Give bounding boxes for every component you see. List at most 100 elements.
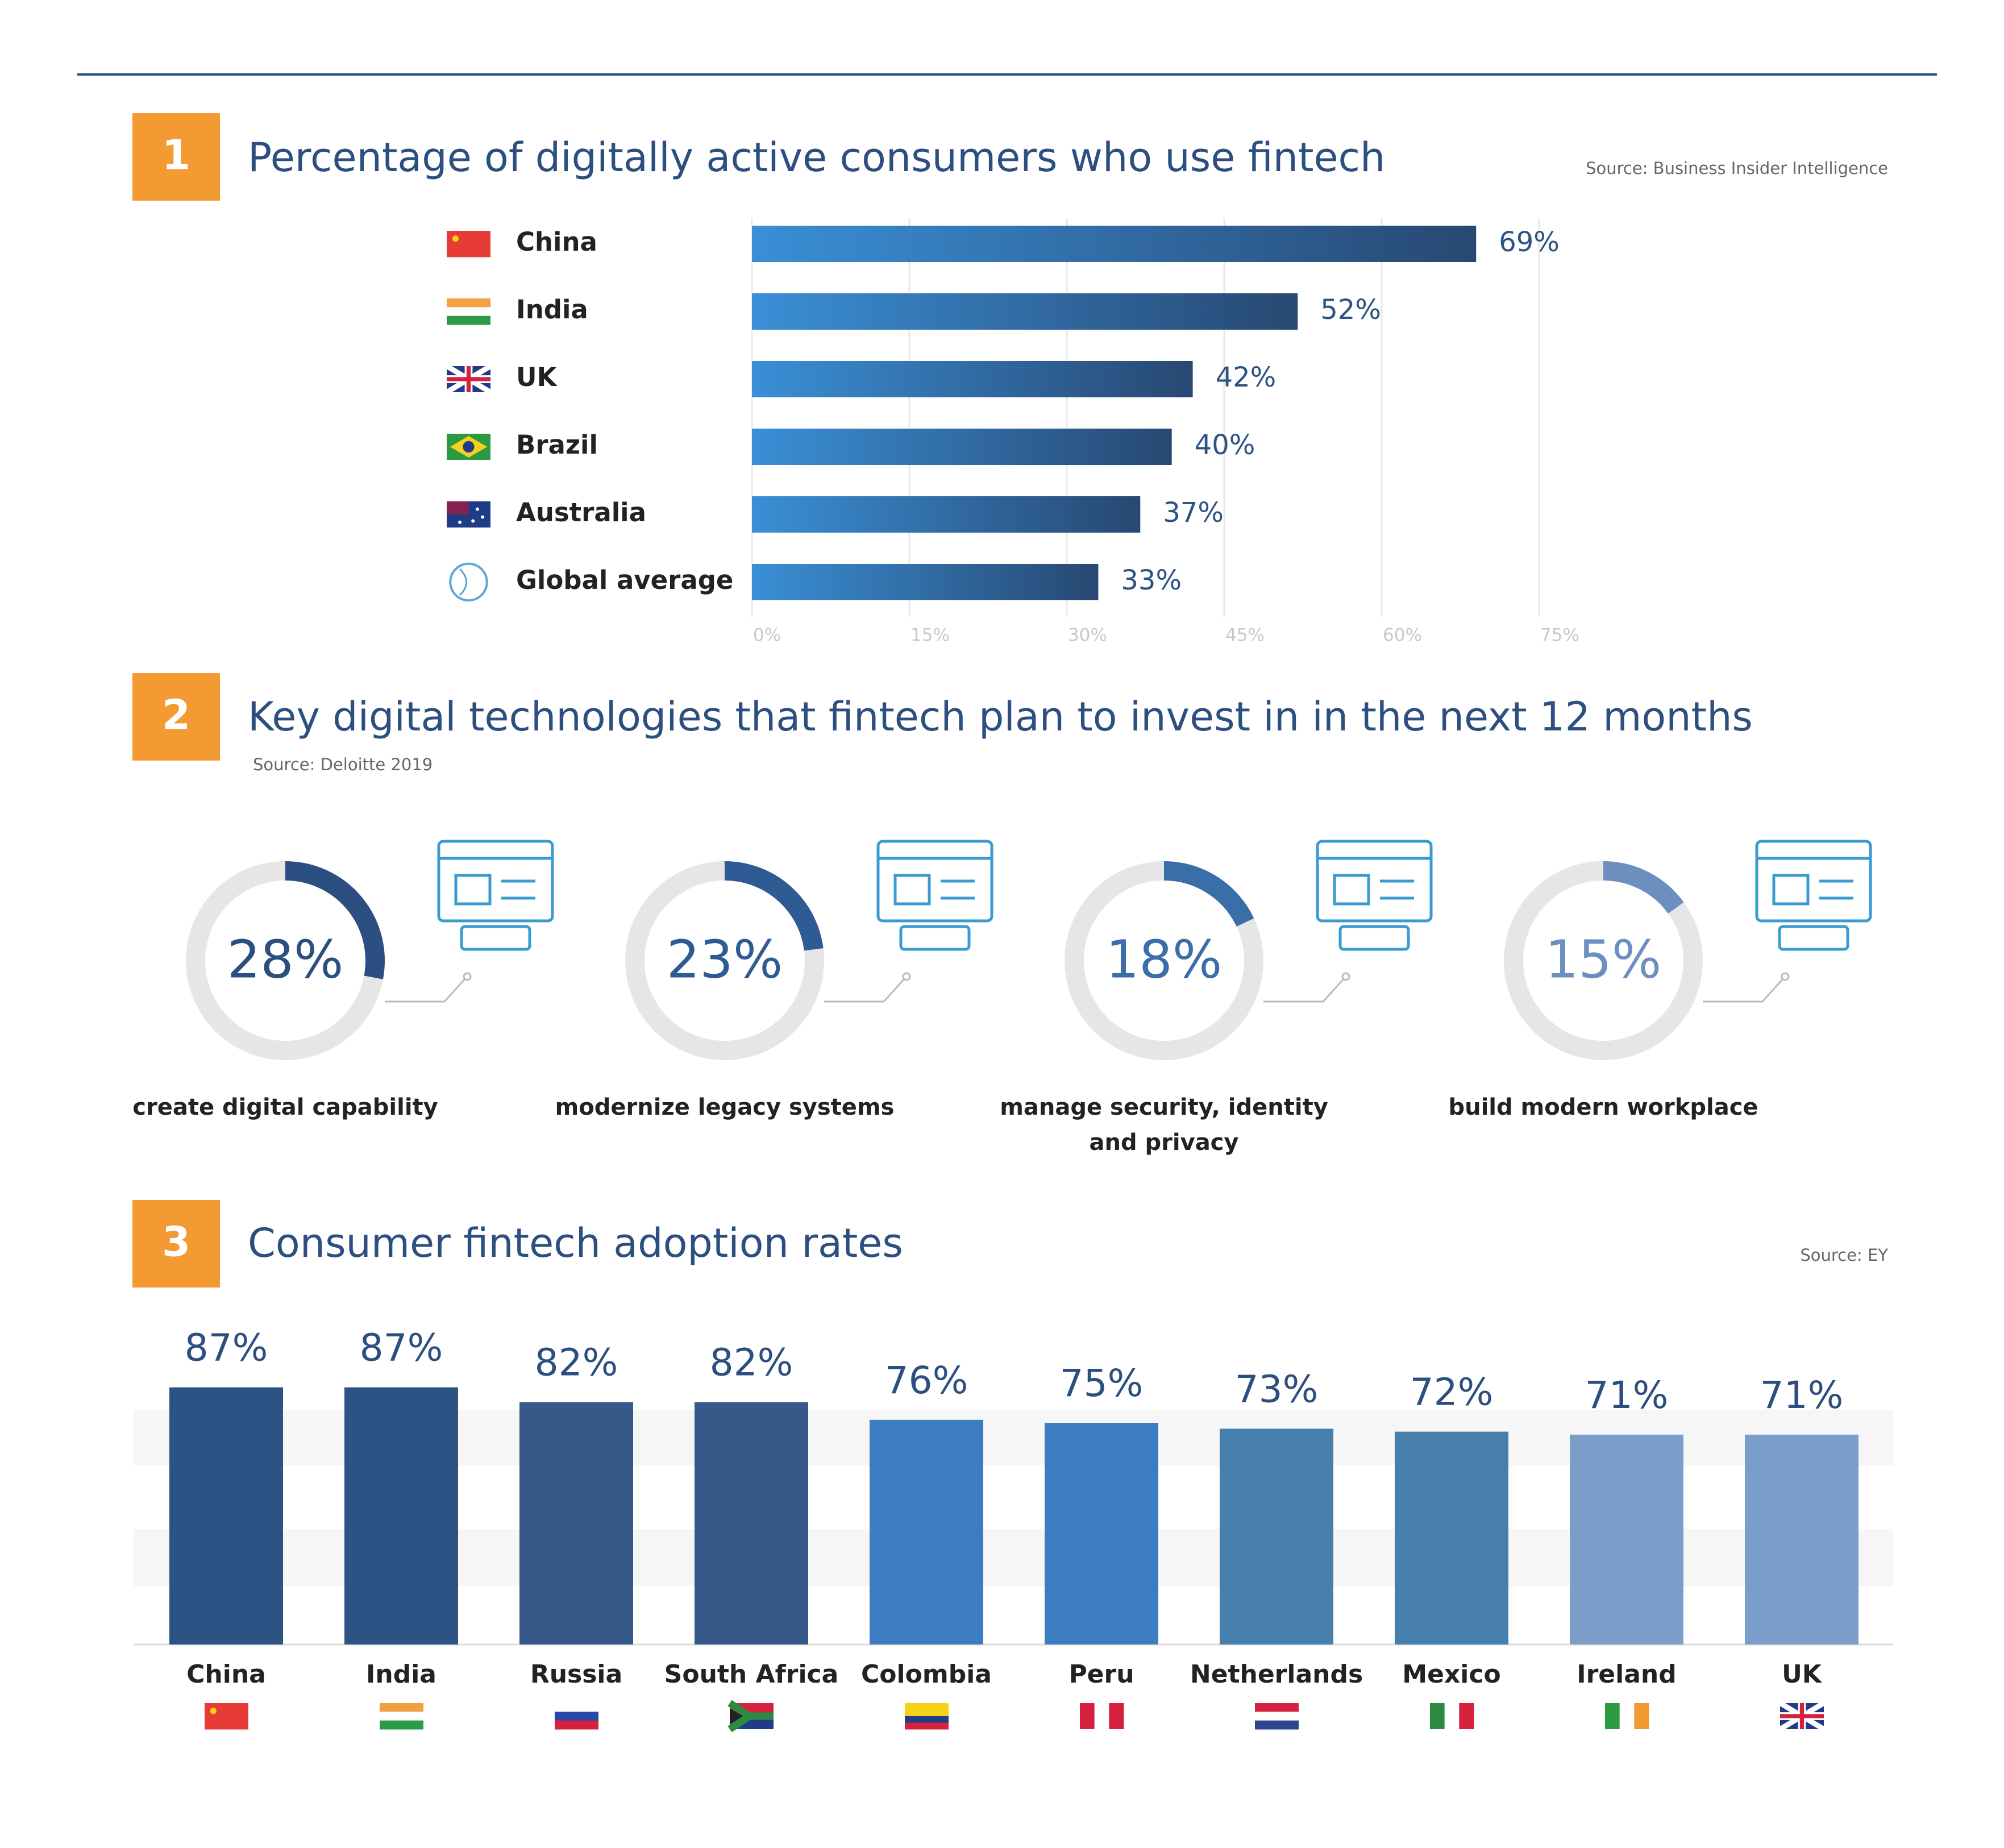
connector-dot <box>1781 972 1790 981</box>
category-label: Mexico <box>1402 1660 1500 1689</box>
value-label: 28% <box>227 929 343 990</box>
category-label: Netherlands <box>1190 1660 1363 1689</box>
flag-part <box>463 441 475 453</box>
flag-part <box>447 366 490 392</box>
value-label: 71% <box>1585 1373 1669 1417</box>
flag-part <box>905 1709 949 1717</box>
flag <box>447 501 490 528</box>
category-label: India <box>516 294 588 325</box>
icon-part <box>1316 840 1433 923</box>
category-label: Ireland <box>1577 1660 1677 1689</box>
icon-part <box>1338 925 1410 951</box>
flag <box>1430 1703 1474 1729</box>
flag-part <box>452 235 459 242</box>
category-label: Colombia <box>861 1660 992 1689</box>
flag <box>1778 1701 1826 1731</box>
donut-arc <box>285 861 385 979</box>
icon-part <box>899 925 971 951</box>
flag-part <box>458 520 462 524</box>
icon <box>1755 840 1872 951</box>
category-label: Peru <box>1068 1660 1134 1689</box>
bar <box>1745 1434 1859 1644</box>
connector-dot <box>1341 972 1350 981</box>
flag-part <box>1255 1712 1299 1721</box>
icon-part <box>876 840 993 923</box>
donut-arc <box>1163 861 1254 927</box>
connector <box>385 977 467 1003</box>
category-label: Australia <box>516 497 646 528</box>
category-label: Russia <box>530 1660 622 1689</box>
icon-part <box>1778 925 1849 951</box>
value-label: 37% <box>1163 497 1224 529</box>
flag <box>727 1700 774 1733</box>
x-tick-label: 60% <box>1383 625 1422 646</box>
badge <box>132 673 220 761</box>
flag <box>1255 1703 1299 1730</box>
icon-part <box>437 840 554 923</box>
category-label: India <box>366 1660 436 1689</box>
value-label: 76% <box>885 1359 968 1402</box>
section-number: 3 <box>162 1218 190 1266</box>
value-label: 33% <box>1121 564 1182 596</box>
bar <box>752 564 1099 600</box>
category-label: China <box>516 227 597 257</box>
flag-part <box>380 1712 423 1721</box>
value-label: 87% <box>185 1326 268 1370</box>
value-label: 40% <box>1195 429 1255 461</box>
bar <box>1220 1428 1333 1644</box>
bar <box>1395 1431 1508 1644</box>
flag-part <box>481 515 485 519</box>
flag <box>1605 1703 1649 1729</box>
icon <box>1316 840 1433 951</box>
category-label: UK <box>516 362 558 392</box>
flag <box>205 1703 248 1730</box>
value-label: 18% <box>1106 929 1222 990</box>
icon <box>876 840 993 951</box>
globe <box>459 568 468 596</box>
source: Source: EY <box>1800 1245 1888 1265</box>
flag-part <box>471 519 475 523</box>
connector <box>1703 977 1785 1003</box>
bar <box>752 429 1172 465</box>
bar <box>344 1387 458 1644</box>
icon-part <box>1772 874 1810 906</box>
connector <box>1263 977 1346 1003</box>
connector <box>824 977 907 1003</box>
value-label: 75% <box>1060 1361 1144 1405</box>
category-label: Global average <box>516 565 733 595</box>
connector-dot <box>902 972 911 981</box>
value-label: 72% <box>1410 1371 1494 1414</box>
value-label: 42% <box>1216 362 1277 393</box>
category-label: South Africa <box>664 1660 839 1689</box>
x-tick-label: 30% <box>1068 625 1107 646</box>
flag-part <box>380 1703 423 1712</box>
section-number: 1 <box>162 131 190 179</box>
globe <box>449 562 488 602</box>
flag <box>445 364 492 394</box>
flag-part <box>1094 1703 1109 1729</box>
source: Source: Business Insider Intelligence <box>1586 159 1888 178</box>
bar <box>752 496 1141 533</box>
bar <box>870 1419 983 1644</box>
flag-part <box>555 1703 598 1712</box>
value-label: 23% <box>667 929 783 990</box>
badge <box>132 113 220 201</box>
icon <box>437 840 554 951</box>
flag-part <box>1255 1703 1299 1712</box>
value-label: 15% <box>1545 929 1661 990</box>
icon-part <box>454 874 492 906</box>
bar <box>519 1402 633 1644</box>
section-title: Percentage of digitally active consumers… <box>248 134 1385 181</box>
flag-part <box>1109 1703 1124 1729</box>
x-tick-label: 45% <box>1225 625 1265 646</box>
flag-part <box>905 1722 949 1730</box>
value-label: 71% <box>1760 1373 1844 1417</box>
value-label: 52% <box>1320 294 1381 326</box>
donut-arc <box>1603 861 1684 914</box>
flag-part <box>380 1720 423 1730</box>
flag <box>555 1703 598 1730</box>
section-number: 2 <box>162 691 190 739</box>
flag-part <box>1780 1703 1824 1729</box>
